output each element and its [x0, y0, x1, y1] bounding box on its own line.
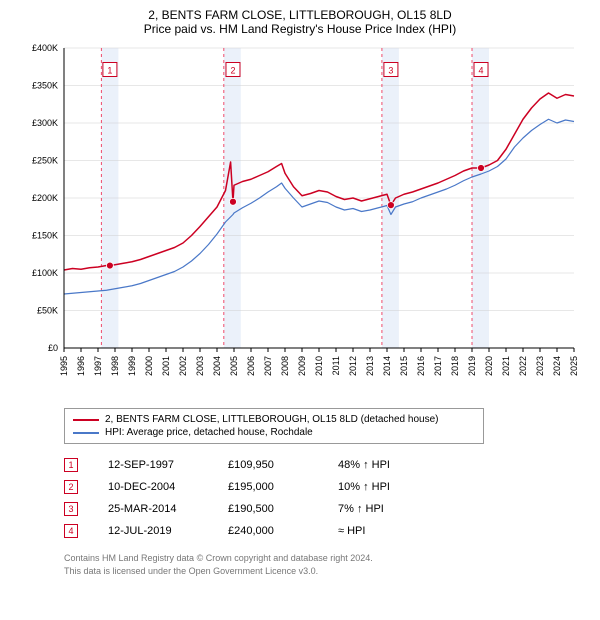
svg-text:2: 2 — [230, 66, 235, 76]
transaction-hpi: 10% ↑ HPI — [338, 481, 418, 493]
svg-text:2022: 2022 — [518, 356, 528, 376]
svg-text:2015: 2015 — [399, 356, 409, 376]
legend-label-2: HPI: Average price, detached house, Roch… — [105, 427, 313, 438]
svg-text:1998: 1998 — [110, 356, 120, 376]
svg-text:£350K: £350K — [32, 81, 58, 91]
svg-text:2019: 2019 — [467, 356, 477, 376]
svg-text:2025: 2025 — [569, 356, 579, 376]
transaction-marker: 3 — [64, 502, 78, 516]
svg-text:2003: 2003 — [195, 356, 205, 376]
transaction-marker: 4 — [64, 524, 78, 538]
transaction-hpi: ≈ HPI — [338, 525, 418, 537]
transaction-hpi: 7% ↑ HPI — [338, 503, 418, 515]
svg-text:2016: 2016 — [416, 356, 426, 376]
svg-text:£150K: £150K — [32, 231, 58, 241]
svg-text:£50K: £50K — [37, 306, 58, 316]
title-line-1: 2, BENTS FARM CLOSE, LITTLEBOROUGH, OL15… — [10, 8, 590, 22]
legend-item-price-paid: 2, BENTS FARM CLOSE, LITTLEBOROUGH, OL15… — [73, 413, 475, 426]
svg-text:2012: 2012 — [348, 356, 358, 376]
svg-text:2001: 2001 — [161, 356, 171, 376]
svg-text:2013: 2013 — [365, 356, 375, 376]
transactions-table: 1 12-SEP-1997 £109,950 48% ↑ HPI 2 10-DEC-200… — [64, 454, 590, 542]
transaction-price: £195,000 — [228, 481, 308, 493]
svg-text:2018: 2018 — [450, 356, 460, 376]
svg-text:2002: 2002 — [178, 356, 188, 376]
svg-text:2011: 2011 — [331, 356, 341, 375]
svg-text:2007: 2007 — [263, 356, 273, 376]
footer-line-2: This data is licensed under the Open Gov… — [64, 565, 590, 578]
svg-text:£250K: £250K — [32, 156, 58, 166]
svg-text:2006: 2006 — [246, 356, 256, 376]
transaction-row: 3 25-MAR-2014 £190,500 7% ↑ HPI — [64, 498, 590, 520]
legend: 2, BENTS FARM CLOSE, LITTLEBOROUGH, OL15… — [64, 408, 484, 444]
svg-text:2021: 2021 — [501, 356, 511, 376]
transaction-marker: 1 — [64, 458, 78, 472]
transaction-date: 12-SEP-1997 — [108, 459, 198, 471]
transaction-row: 2 10-DEC-2004 £195,000 10% ↑ HPI — [64, 476, 590, 498]
transaction-price: £190,500 — [228, 503, 308, 515]
svg-text:4: 4 — [479, 66, 484, 76]
svg-text:1996: 1996 — [76, 356, 86, 376]
footer: Contains HM Land Registry data © Crown c… — [64, 552, 590, 577]
title-line-2: Price paid vs. HM Land Registry's House … — [10, 22, 590, 36]
svg-text:2000: 2000 — [144, 356, 154, 376]
transaction-date: 10-DEC-2004 — [108, 481, 198, 493]
svg-text:2009: 2009 — [297, 356, 307, 376]
legend-label-1: 2, BENTS FARM CLOSE, LITTLEBOROUGH, OL15… — [105, 414, 438, 425]
transaction-price: £109,950 — [228, 459, 308, 471]
svg-text:£100K: £100K — [32, 268, 58, 278]
transaction-marker: 2 — [64, 480, 78, 494]
svg-text:1995: 1995 — [59, 356, 69, 376]
chart-container: 2, BENTS FARM CLOSE, LITTLEBOROUGH, OL15… — [0, 0, 600, 587]
transaction-row: 1 12-SEP-1997 £109,950 48% ↑ HPI — [64, 454, 590, 476]
svg-text:1997: 1997 — [93, 356, 103, 376]
svg-text:£200K: £200K — [32, 193, 58, 203]
svg-text:2008: 2008 — [280, 356, 290, 376]
footer-line-1: Contains HM Land Registry data © Crown c… — [64, 552, 590, 565]
svg-text:2023: 2023 — [535, 356, 545, 376]
svg-text:2004: 2004 — [212, 356, 222, 376]
svg-text:2010: 2010 — [314, 356, 324, 376]
transaction-price: £240,000 — [228, 525, 308, 537]
transaction-date: 25-MAR-2014 — [108, 503, 198, 515]
svg-text:2014: 2014 — [382, 356, 392, 376]
svg-text:2017: 2017 — [433, 356, 443, 376]
chart: £0 £50K £100K £150K £200K £250K £300K £350K £400… — [10, 42, 590, 402]
transaction-hpi: 48% ↑ HPI — [338, 459, 418, 471]
legend-swatch-2 — [73, 432, 99, 434]
legend-swatch-1 — [73, 419, 99, 421]
svg-text:1999: 1999 — [127, 356, 137, 376]
transaction-row: 4 12-JUL-2019 £240,000 ≈ HPI — [64, 520, 590, 542]
svg-text:3: 3 — [388, 66, 393, 76]
svg-text:2005: 2005 — [229, 356, 239, 376]
transaction-date: 12-JUL-2019 — [108, 525, 198, 537]
svg-text:£300K: £300K — [32, 118, 58, 128]
svg-text:2020: 2020 — [484, 356, 494, 376]
svg-text:£0: £0 — [48, 343, 58, 353]
svg-text:1: 1 — [107, 66, 112, 76]
legend-item-hpi: HPI: Average price, detached house, Roch… — [73, 426, 475, 439]
svg-text:£400K: £400K — [32, 43, 58, 53]
svg-text:2024: 2024 — [552, 356, 562, 376]
